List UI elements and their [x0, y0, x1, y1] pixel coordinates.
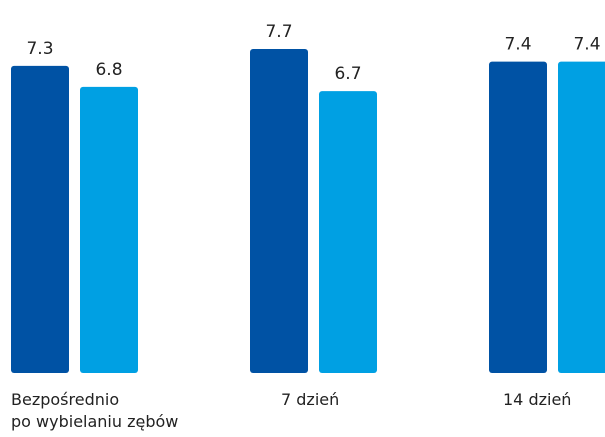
data-label-series-1-cat-1: 7.3 — [26, 39, 53, 59]
data-label-series-2-cat-2: 6.7 — [334, 64, 361, 84]
bar-series-2-cat-3 — [558, 61, 605, 373]
category-label-2-line-1: 7 dzień — [281, 390, 340, 409]
category-label-3-line-1: 14 dzień — [503, 390, 572, 409]
bar-series-1-cat-3 — [489, 61, 547, 373]
bar-series-1-cat-1 — [11, 65, 69, 373]
category-label-1-line-2: po wybielaniu zębów — [11, 412, 179, 431]
bar-series-2-cat-2 — [319, 91, 377, 374]
data-label-series-2-cat-3: 7.4 — [573, 35, 600, 55]
category-label-1-line-1: Bezpośrednio — [11, 390, 120, 409]
category-label-2: 7 dzień — [281, 389, 339, 411]
data-label-series-2-cat-1: 6.8 — [95, 60, 122, 80]
data-label-series-1-cat-3: 7.4 — [504, 35, 531, 55]
category-label-3: 14 dzień — [503, 389, 571, 411]
bar-series-1-cat-2 — [250, 49, 308, 373]
data-label-series-1-cat-2: 7.7 — [265, 22, 292, 42]
category-label-1: Bezpośrednio po wybielaniu zębów — [11, 389, 178, 433]
bar-series-2-cat-1 — [80, 86, 138, 374]
